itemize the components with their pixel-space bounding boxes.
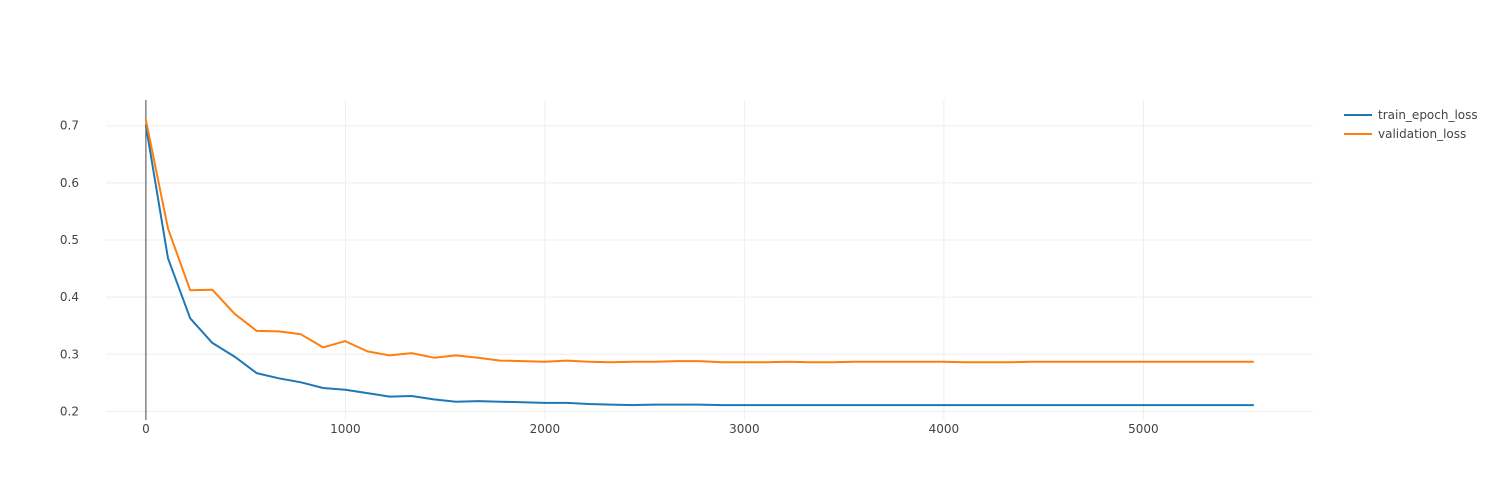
legend-label: train_epoch_loss xyxy=(1378,108,1478,122)
series-layer xyxy=(144,119,1255,407)
y-tick-label: 0.2 xyxy=(60,404,79,418)
y-tick-label: 0.7 xyxy=(60,119,79,133)
y-tick-label: 0.5 xyxy=(60,233,79,247)
y-gridlines xyxy=(106,125,1313,412)
x-tick-label: 0 xyxy=(142,422,150,436)
series-line-train-epoch-loss[interactable] xyxy=(144,124,1255,407)
legend-item-validation-loss[interactable]: validation_loss xyxy=(1344,127,1466,141)
legend-item-train-epoch-loss[interactable]: train_epoch_loss xyxy=(1344,108,1478,122)
series-line-validation-loss[interactable] xyxy=(144,119,1255,364)
x-tick-label: 3000 xyxy=(729,422,760,436)
x-tick-label: 2000 xyxy=(530,422,561,436)
y-tick-label: 0.4 xyxy=(60,290,79,304)
x-axis-tick-labels: 0 1000 2000 3000 4000 5000 xyxy=(142,422,1159,436)
x-tick-label: 1000 xyxy=(330,422,361,436)
legend-label: validation_loss xyxy=(1378,127,1466,141)
x-tick-label: 4000 xyxy=(929,422,960,436)
y-tick-label: 0.6 xyxy=(60,176,79,190)
x-tick-label: 5000 xyxy=(1128,422,1159,436)
legend[interactable]: train_epoch_loss validation_loss xyxy=(1344,108,1478,141)
y-axis-tick-labels: 0.2 0.3 0.4 0.5 0.6 0.7 xyxy=(60,119,79,419)
y-tick-label: 0.3 xyxy=(60,347,79,361)
x-gridlines xyxy=(344,100,1144,420)
